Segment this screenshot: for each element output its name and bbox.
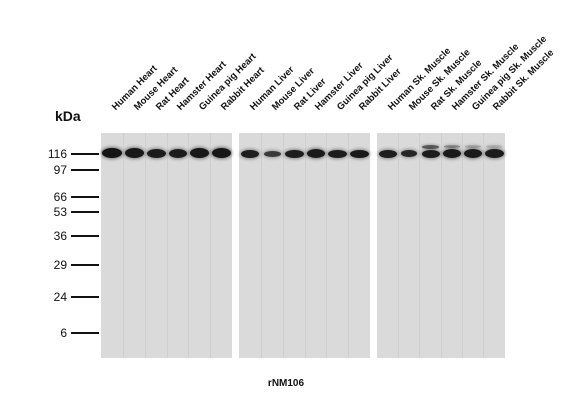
kda-unit-label: kDa: [55, 108, 81, 124]
lane-guinea-pig-sk-muscle: [463, 133, 483, 358]
lane-separator: [419, 133, 420, 358]
lane-separator: [145, 133, 146, 358]
band: [285, 150, 304, 158]
band: [212, 148, 231, 158]
lane-separator: [283, 133, 284, 358]
marker-label-66: 66: [53, 190, 67, 204]
band: [307, 149, 325, 158]
band: [422, 150, 440, 158]
band: [379, 150, 397, 158]
marker-label-116: 116: [47, 147, 67, 161]
lane-separator: [123, 133, 124, 358]
band: [169, 149, 187, 158]
lane-separator: [326, 133, 327, 358]
band: [241, 150, 259, 158]
marker-tick-53: [71, 211, 99, 213]
band: [485, 149, 504, 158]
marker-tick-36: [71, 235, 99, 237]
blot-panel-liver: [239, 133, 370, 358]
band-upper: [422, 145, 439, 149]
band: [264, 151, 281, 157]
lane-hamster-sk-muscle: [442, 133, 462, 358]
band: [328, 150, 347, 158]
band: [464, 149, 482, 158]
band-upper: [444, 145, 460, 148]
lane-rat-liver: [284, 133, 305, 358]
blot-panel-sk-muscle: [377, 133, 505, 358]
lane-human-heart: [101, 133, 123, 358]
lane-mouse-sk-muscle: [399, 133, 419, 358]
lane-separator: [210, 133, 211, 358]
marker-label-53: 53: [53, 205, 67, 219]
lane-separator: [188, 133, 189, 358]
band: [401, 150, 417, 157]
band: [350, 150, 369, 158]
lane-rat-sk-muscle: [420, 133, 441, 358]
marker-tick-97: [71, 169, 99, 171]
lane-mouse-liver: [262, 133, 283, 358]
marker-tick-29: [71, 264, 99, 266]
lane-rabbit-liver: [349, 133, 370, 358]
lane-rabbit-heart: [211, 133, 232, 358]
marker-tick-6: [71, 332, 99, 334]
lane-hamster-heart: [168, 133, 188, 358]
marker-tick-24: [71, 296, 99, 298]
band-upper: [486, 145, 502, 148]
lane-guinea-pig-liver: [327, 133, 348, 358]
antibody-caption: rNM106: [267, 378, 305, 389]
lane-separator: [348, 133, 349, 358]
marker-tick-116: [71, 153, 99, 155]
lane-human-sk-muscle: [377, 133, 398, 358]
band: [190, 148, 209, 158]
lane-hamster-liver: [306, 133, 326, 358]
marker-label-6: 6: [60, 326, 67, 340]
marker-label-97: 97: [53, 163, 67, 177]
lane-separator: [462, 133, 463, 358]
lane-rabbit-sk-muscle: [484, 133, 505, 358]
marker-label-36: 36: [53, 229, 67, 243]
band: [102, 148, 122, 158]
lane-separator: [305, 133, 306, 358]
lane-rat-heart: [146, 133, 167, 358]
blot-panel-heart: [101, 133, 232, 358]
lane-separator: [261, 133, 262, 358]
marker-label-24: 24: [53, 290, 67, 304]
lane-separator: [398, 133, 399, 358]
band-upper: [465, 145, 481, 148]
band: [147, 149, 166, 158]
band: [443, 149, 461, 158]
lane-guinea-pig-heart: [189, 133, 210, 358]
band: [125, 148, 144, 158]
lane-separator: [441, 133, 442, 358]
lane-separator: [483, 133, 484, 358]
lane-mouse-heart: [124, 133, 145, 358]
lane-human-liver: [239, 133, 261, 358]
lane-separator: [167, 133, 168, 358]
marker-tick-66: [71, 196, 99, 198]
marker-label-29: 29: [53, 258, 67, 272]
